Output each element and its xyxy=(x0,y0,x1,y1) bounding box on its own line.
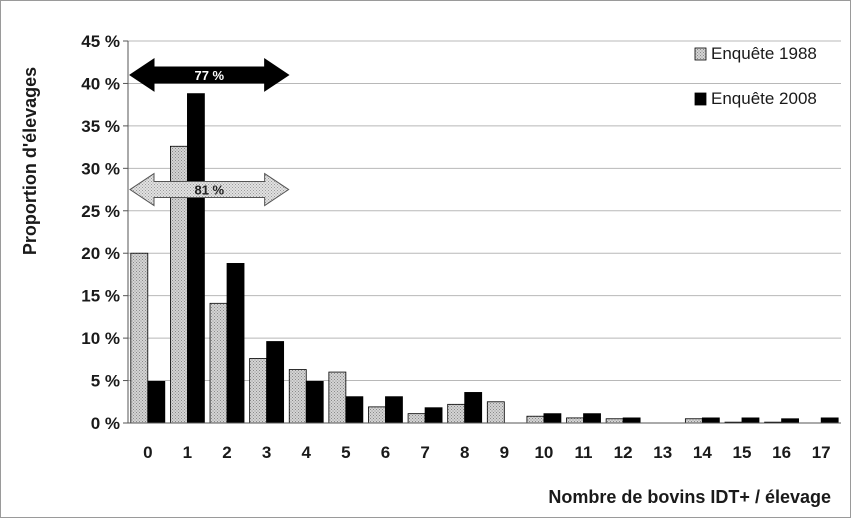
bar-enquete-1988 xyxy=(526,415,545,424)
legend-label: Enquête 1988 xyxy=(711,44,817,63)
gridlines xyxy=(128,40,841,382)
bar-enquete-2008 xyxy=(345,396,364,424)
axes xyxy=(127,41,841,424)
bar-enquete-2008 xyxy=(701,417,720,424)
bar-enquete-2008 xyxy=(741,417,760,424)
bar-enquete-2008 xyxy=(543,413,562,424)
y-tick-label: 10 % xyxy=(81,329,120,348)
y-tick-label: 5 % xyxy=(91,372,120,391)
bar-enquete-2008 xyxy=(187,93,205,424)
y-tick-label: 30 % xyxy=(81,159,120,178)
bar-enquete-2008 xyxy=(820,417,839,424)
y-tick-label: 20 % xyxy=(81,244,120,263)
x-tick-label: 9 xyxy=(500,443,509,462)
arrow-77-percent xyxy=(129,58,290,92)
bar-enquete-2008 xyxy=(266,341,285,424)
bar-enquete-1988 xyxy=(486,401,505,424)
legend-item: Enquête 2008 xyxy=(694,89,817,108)
bar-enquete-1988 xyxy=(684,418,703,424)
bar-enquete-2008 xyxy=(464,392,483,424)
bar-enquete-1988 xyxy=(566,417,584,424)
x-tick-label: 3 xyxy=(262,443,271,462)
x-tick-label: 4 xyxy=(302,443,312,462)
bar-enquete-1988 xyxy=(605,418,624,424)
bar-enquete-2008 xyxy=(781,418,799,424)
legend-swatch xyxy=(694,47,707,61)
y-tick-label: 45 % xyxy=(81,32,120,51)
bar-enquete-2008 xyxy=(424,407,443,424)
bar-enquete-1988 xyxy=(368,406,386,424)
y-tick-labels: 0 % 5 % 10 % 15 % 20 % 25 % 30 % 35 % 40 % 45 % xyxy=(81,32,128,433)
y-tick-label: 35 % xyxy=(81,117,120,136)
bars xyxy=(130,93,839,424)
bar-enquete-2008 xyxy=(147,381,166,424)
x-tick-label: 1 xyxy=(183,443,192,462)
y-axis-title: Proportion d'élevages xyxy=(20,67,40,255)
x-tick-label: 10 xyxy=(534,443,553,462)
bar-enquete-1988 xyxy=(288,369,307,424)
y-tick-label: 25 % xyxy=(81,202,120,221)
y-tick-label: 15 % xyxy=(81,287,120,306)
x-axis-title: Nombre de bovins IDT+ / élevage xyxy=(548,487,831,507)
arrow-81-percent xyxy=(129,172,290,207)
x-tick-label: 6 xyxy=(381,443,390,462)
bar-enquete-2008 xyxy=(622,417,641,424)
bar-enquete-1988 xyxy=(328,371,347,424)
bar-enquete-1988 xyxy=(209,302,228,424)
x-tick-label: 2 xyxy=(222,443,231,462)
bar-enquete-2008 xyxy=(226,263,245,424)
x-tick-label: 13 xyxy=(653,443,672,462)
annotations: 77 % 81 % xyxy=(129,58,290,207)
legend-swatch xyxy=(694,92,707,106)
x-tick-label: 11 xyxy=(575,443,593,462)
legend-label: Enquête 2008 xyxy=(711,89,817,108)
bar-enquete-1988 xyxy=(447,403,466,424)
x-tick-label: 16 xyxy=(772,443,791,462)
legend: Enquête 1988 Enquête 2008 xyxy=(694,44,817,108)
bar-enquete-1988 xyxy=(407,413,426,424)
bar-enquete-1988 xyxy=(249,358,268,424)
x-tick-label: 5 xyxy=(341,443,350,462)
x-tick-label: 15 xyxy=(733,443,752,462)
y-tick-label: 40 % xyxy=(81,74,120,93)
x-tick-label: 0 xyxy=(143,443,152,462)
arrow-label: 77 % xyxy=(194,68,224,83)
y-tick-label: 0 % xyxy=(91,414,120,433)
x-tick-label: 8 xyxy=(460,443,469,462)
x-tick-label: 12 xyxy=(614,443,633,462)
bar-enquete-1988 xyxy=(130,252,149,424)
bar-enquete-2008 xyxy=(583,413,601,424)
arrow-label: 81 % xyxy=(194,183,224,198)
x-tick-label: 7 xyxy=(420,443,429,462)
x-tick-label: 17 xyxy=(812,443,831,462)
x-tick-labels: 0 1 2 3 4 5 6 7 8 9 10 11 12 13 14 15 16 17 xyxy=(143,443,831,462)
bar-enquete-2008 xyxy=(305,381,324,424)
legend-item: Enquête 1988 xyxy=(694,44,817,63)
bar-enquete-2008 xyxy=(385,396,403,424)
x-tick-label: 14 xyxy=(693,443,712,462)
